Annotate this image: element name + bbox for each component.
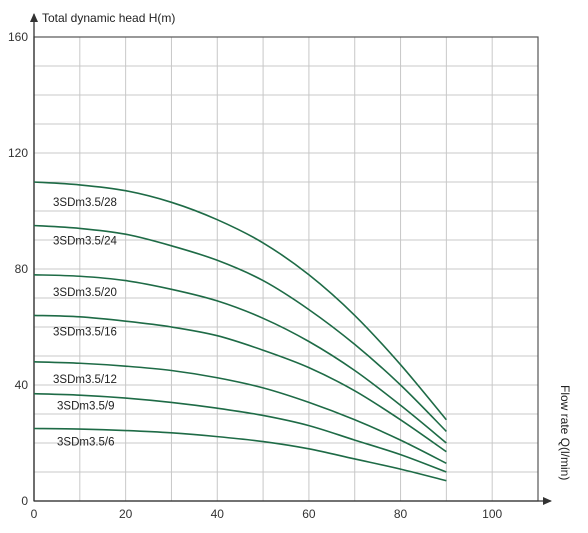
series-line (33, 392, 447, 473)
series-line (33, 427, 447, 482)
tick-labels: 0 20 40 60 80 100 0 40 80 120 160 (8, 30, 503, 521)
x-tick-label: 100 (482, 507, 502, 521)
series-label: 3SDm3.5/28 (53, 197, 117, 209)
x-tick-label: 60 (302, 507, 316, 521)
x-tick-label: 0 (31, 507, 38, 521)
series-line (33, 181, 447, 421)
series-label: 3SDm3.5/16 (53, 326, 117, 338)
y-tick-label: 80 (15, 262, 29, 276)
y-tick-label: 0 (21, 494, 28, 508)
series-label: 3SDm3.5/12 (53, 374, 117, 386)
grid (34, 37, 538, 501)
y-tick-label: 40 (15, 378, 29, 392)
y-tick-label: 120 (8, 146, 28, 160)
series-label: 3SDm3.5/24 (53, 236, 118, 248)
x-axis-title: Flow rate Q(l/min) (558, 385, 572, 480)
series-label: 3SDm3.5/20 (53, 287, 117, 299)
axes (30, 13, 552, 505)
series-line (33, 361, 447, 465)
y-tick-label: 160 (8, 30, 28, 44)
series-labels: 3SDm3.5/28 3SDm3.5/24 3SDm3.5/20 3SDm3.5/16… (53, 197, 118, 449)
series-label: 3SDm3.5/9 (57, 401, 115, 413)
y-axis-title: Total dynamic head H(m) (42, 11, 175, 25)
curves (33, 181, 447, 482)
x-tick-label: 40 (211, 507, 225, 521)
x-tick-label: 20 (119, 507, 133, 521)
x-axis-arrow-icon (543, 497, 552, 505)
x-tick-label: 80 (394, 507, 408, 521)
series-label: 3SDm3.5/6 (57, 437, 115, 449)
y-axis-arrow-icon (30, 13, 38, 22)
series-line (33, 224, 447, 432)
series-line (33, 314, 447, 453)
series-line (33, 274, 447, 444)
